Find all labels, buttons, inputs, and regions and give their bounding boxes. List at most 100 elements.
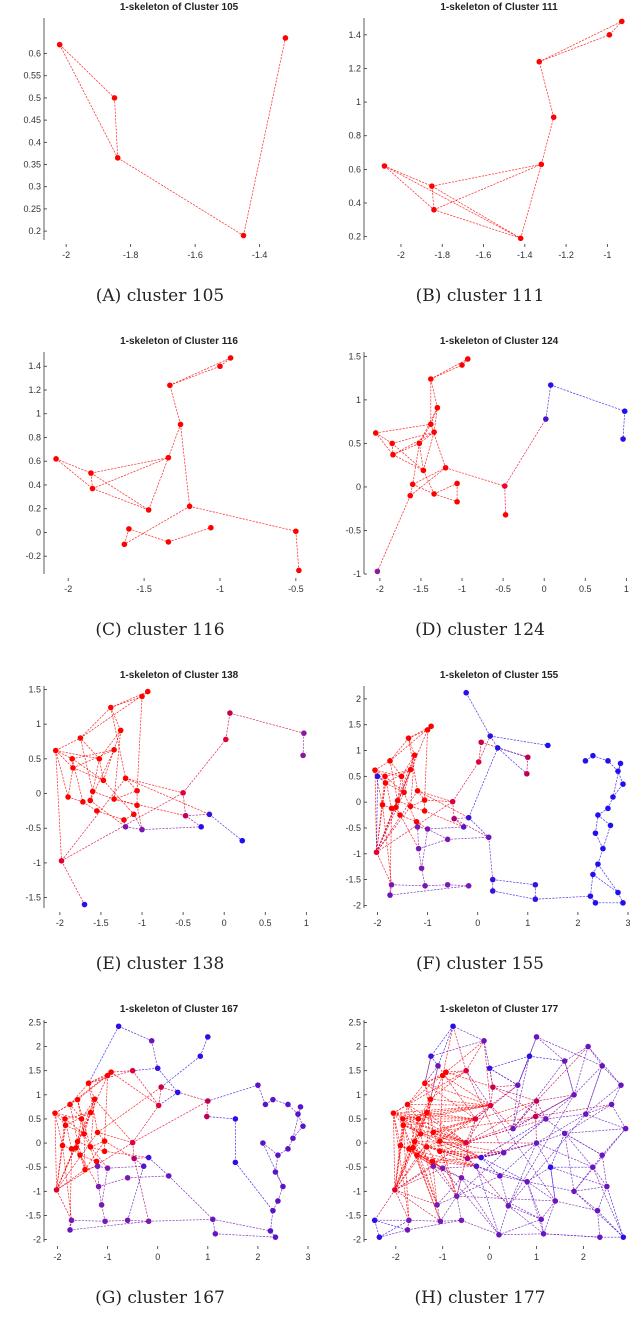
skeleton-edge [89,749,115,801]
skeleton-edge [430,378,438,408]
skeleton-edge [564,1104,612,1134]
skeleton-edge [536,1036,565,1062]
x-tick-label: 0 [222,918,227,928]
skeleton-edge [151,1040,159,1069]
skeleton-edge [55,750,69,798]
skeleton-edge [421,828,428,869]
skeleton-node [115,1023,122,1030]
skeleton-node [496,1231,502,1238]
skeleton-node [388,805,395,812]
skeleton-edge [148,457,169,511]
skeleton-edge [427,828,448,840]
skeleton-edge [436,1177,462,1206]
skeleton-edge [229,712,304,734]
y-tick-label: -1 [33,858,41,868]
skeleton-node [582,1111,589,1117]
skeleton-edge [392,431,435,444]
chart-panel: 1-skeleton of Cluster 167 -2 -1.5 -1 -0.5 0 0.… [0,1002,320,1336]
skeleton-edge [402,1112,427,1120]
skeleton-edge [439,1105,491,1142]
skeleton-node [392,1187,398,1193]
skeleton-edge [55,737,81,751]
node-group [52,688,307,908]
skeleton-edge [606,1186,624,1238]
skeleton-node [605,758,611,764]
skeleton-node [145,507,152,513]
skeleton-node [595,812,601,818]
skeleton-node [300,1123,306,1129]
x-tick-label: -0.5 [175,918,191,928]
skeleton-node [197,1053,204,1059]
skeleton-edge [489,1068,494,1088]
skeleton-edge [292,1106,301,1139]
skeleton-edge [110,707,126,779]
skeleton-node [131,1155,137,1162]
skeleton-edge [56,1189,72,1221]
skeleton-node [594,1207,601,1214]
skeleton-node [472,1116,479,1122]
skeleton-node [540,1230,547,1237]
skeleton-node [300,752,306,759]
y-tick-label: 0 [356,1138,361,1148]
skeleton-edge [185,813,210,817]
skeleton-edge [113,730,121,750]
skeleton-edge [90,472,149,511]
skeleton-edge [456,1177,462,1197]
skeleton-node [582,758,589,764]
skeleton-edge [90,1140,105,1148]
skeleton-edge [160,1055,201,1088]
skeleton-edge [110,1071,159,1106]
skeleton-edge [433,1116,536,1133]
skeleton-edge [564,1128,626,1134]
skeleton-node [431,429,437,435]
y-tick-label: 1 [356,746,361,756]
skeleton-node [77,735,84,741]
skeleton-edge [488,837,494,880]
skeleton-edge [408,1148,477,1167]
skeleton-edge [585,1084,622,1115]
skeleton-edge [536,1094,575,1102]
skeleton-edge [408,1148,443,1169]
skeleton-edge [402,1118,467,1143]
chart-panel: 1-skeleton of Cluster 155 -2 -1.5 -1 -0.5 0 0.… [320,668,640,1002]
skeleton-node [379,801,386,808]
skeleton-edge [90,457,169,474]
skeleton-edge [601,1128,626,1156]
skeleton-edge [430,407,438,425]
skeleton-node [91,1096,98,1102]
skeleton-edge [407,1071,447,1105]
skeleton-edge [90,1099,95,1147]
y-tick-label: -2 [33,1235,41,1245]
chart-panel: 1-skeleton of Cluster 116 -0.2 0 0.2 0.4 0.6 0… [0,334,320,668]
skeleton-edge [512,1056,530,1129]
skeleton-edge [465,1118,476,1143]
skeleton-edge [492,890,536,900]
skeleton-edge [54,1113,57,1190]
skeleton-edge [550,384,625,412]
skeleton-edge [453,818,489,838]
x-tick-label: -1.2 [558,250,574,260]
y-tick-label: 0.5 [28,1114,41,1124]
skeleton-node [275,1198,281,1204]
skeleton-edge [555,1200,598,1211]
skeleton-edge [597,1210,624,1238]
y-tick-label: 0.6 [28,49,41,59]
y-tick-label: -0.5 [345,1162,361,1172]
skeleton-node [85,1080,92,1087]
skeleton-node [401,789,407,796]
skeleton-edge [376,806,411,853]
skeleton-edge [540,117,555,165]
skeleton-edge [602,825,611,849]
skeleton-node [262,1101,269,1108]
skeleton-node [524,1178,530,1185]
skeleton-node [390,451,396,458]
skeleton-edge [601,1155,608,1187]
y-tick-label: -0.5 [345,525,361,535]
x-tick-label: -1.6 [476,250,492,260]
x-tick-label: 1 [525,918,530,928]
x-tick-label: -0.5 [495,584,511,594]
skeleton-edge [295,531,300,571]
skeleton-node [532,1113,539,1120]
skeleton-edge [597,848,604,865]
skeleton-edge [72,767,104,781]
